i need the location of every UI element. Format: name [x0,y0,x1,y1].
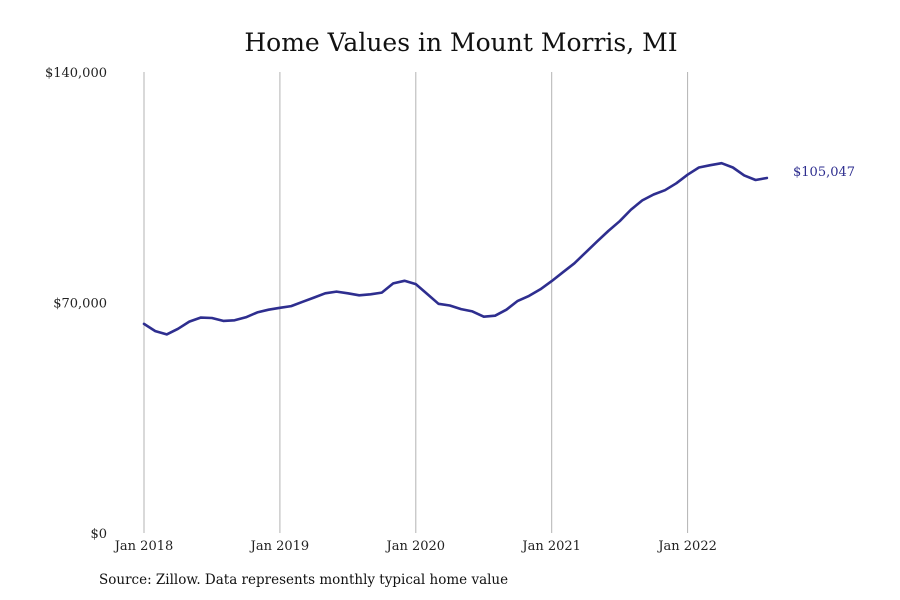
y-tick-label: $0 [90,527,107,542]
x-tick-label: Jan 2018 [113,539,174,554]
x-tick-label: Jan 2021 [520,539,581,554]
y-axis: $0 $70,000 $140,000 [45,66,107,542]
x-tick-label: Jan 2019 [249,539,310,554]
gridlines [143,72,689,533]
series-line [142,161,769,336]
x-axis: Jan 2018 Jan 2019 Jan 2020 Jan 2021 Jan 2022 [113,539,717,554]
chart-title: Home Values in Mount Morris, MI [244,28,678,57]
y-tick-label: $140,000 [45,66,107,81]
x-tick-label: Jan 2022 [656,539,717,554]
end-value-label: $105,047 [793,165,855,180]
y-tick-label: $70,000 [53,297,107,312]
source-note: Source: Zillow. Data represents monthly … [99,572,509,588]
x-tick-label: Jan 2020 [385,539,446,554]
